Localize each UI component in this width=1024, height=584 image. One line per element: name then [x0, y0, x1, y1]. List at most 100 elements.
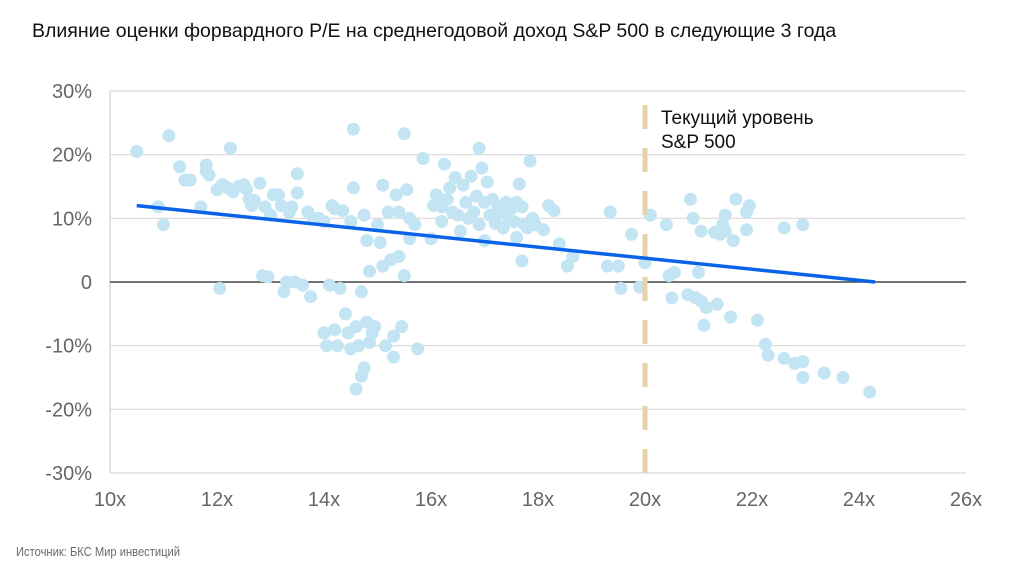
data-point	[440, 192, 454, 206]
current-level-label-line2: S&P 500	[661, 132, 736, 153]
data-point	[560, 259, 574, 273]
data-point	[601, 259, 614, 273]
data-point	[330, 339, 344, 353]
data-point	[552, 237, 566, 251]
data-point	[322, 278, 336, 292]
data-point	[317, 326, 331, 340]
data-point	[817, 366, 831, 380]
data-point	[272, 188, 285, 202]
data-point	[453, 224, 467, 238]
data-point	[777, 351, 791, 365]
source-note: Источник: БКС Мир инвестиций	[16, 544, 181, 559]
x-tick-label: 12x	[201, 489, 233, 511]
data-point	[684, 192, 697, 206]
data-point	[387, 350, 401, 364]
data-point	[536, 223, 550, 237]
data-point	[456, 178, 470, 192]
data-point	[761, 348, 775, 362]
data-point	[603, 205, 617, 219]
data-point	[352, 339, 366, 353]
data-point	[464, 169, 478, 183]
trend-line-group	[136, 203, 876, 284]
data-point	[742, 199, 756, 213]
data-point	[392, 250, 406, 263]
data-point	[547, 204, 561, 218]
data-point	[130, 145, 144, 158]
data-point	[344, 215, 358, 228]
data-point	[566, 250, 580, 263]
data-point	[614, 281, 628, 295]
data-point	[389, 188, 403, 202]
data-point	[443, 181, 457, 195]
data-point	[202, 168, 216, 182]
data-point	[724, 310, 738, 324]
data-point	[740, 223, 754, 237]
data-point	[157, 218, 170, 232]
data-point	[796, 218, 810, 232]
data-point	[376, 178, 390, 192]
data-point	[346, 181, 360, 195]
current-level-label-line1: Текущий уровень	[661, 108, 814, 129]
x-tick-label: 20x	[629, 489, 661, 511]
data-point	[750, 313, 764, 327]
data-point	[429, 188, 443, 202]
data-point	[357, 208, 371, 222]
data-point	[223, 141, 237, 155]
data-point	[475, 161, 489, 175]
data-point	[354, 285, 368, 299]
data-point	[496, 221, 510, 235]
data-point	[400, 183, 414, 197]
y-tick-label: 10%	[52, 208, 92, 230]
chart-title: Влияние оценки форвардного P/E на средне…	[32, 20, 837, 42]
scatter-points	[130, 122, 877, 399]
data-point	[437, 157, 451, 171]
data-point	[253, 176, 267, 190]
data-point	[480, 175, 494, 189]
data-point	[512, 177, 526, 191]
data-point	[667, 265, 681, 279]
data-point	[363, 264, 376, 278]
data-point	[758, 337, 772, 351]
data-point	[336, 204, 350, 218]
x-tick-label: 16x	[415, 489, 447, 511]
data-point	[408, 218, 422, 232]
grid-lines	[109, 90, 966, 474]
data-point	[371, 218, 384, 232]
data-point	[523, 154, 537, 168]
data-point	[686, 211, 700, 225]
data-point	[726, 234, 740, 248]
data-point	[346, 122, 360, 136]
data-point	[183, 173, 197, 187]
data-point	[392, 205, 406, 219]
data-point	[173, 160, 187, 174]
data-point	[397, 127, 411, 141]
data-point	[472, 141, 486, 155]
data-point	[467, 205, 481, 219]
data-point	[304, 290, 318, 304]
data-point	[162, 129, 176, 143]
x-tick-label: 26x	[950, 489, 982, 511]
trend-line	[136, 203, 876, 284]
data-point	[338, 307, 352, 321]
data-point	[472, 218, 486, 232]
data-point	[373, 236, 387, 249]
y-axis-ticks: 30% 20% 10% 0 -10% -20% -30%	[45, 81, 92, 485]
data-point	[507, 215, 521, 228]
data-point	[328, 323, 342, 337]
data-point	[368, 320, 382, 334]
data-point	[379, 339, 392, 353]
data-point	[625, 227, 639, 241]
data-point	[697, 318, 711, 332]
y-tick-label: 30%	[52, 81, 92, 103]
x-tick-label: 10x	[94, 489, 126, 511]
x-axis-ticks: 10x 12x 14x 16x 18x 20x 22x 24x 26x	[94, 489, 982, 511]
y-tick-label: -10%	[45, 336, 92, 358]
y-tick-label: 0	[81, 272, 92, 294]
data-point	[459, 195, 473, 209]
data-point	[349, 320, 363, 334]
data-point	[665, 291, 679, 305]
data-point	[285, 200, 299, 214]
data-point	[349, 382, 363, 396]
data-point	[510, 230, 524, 244]
x-tick-label: 18x	[522, 489, 554, 511]
